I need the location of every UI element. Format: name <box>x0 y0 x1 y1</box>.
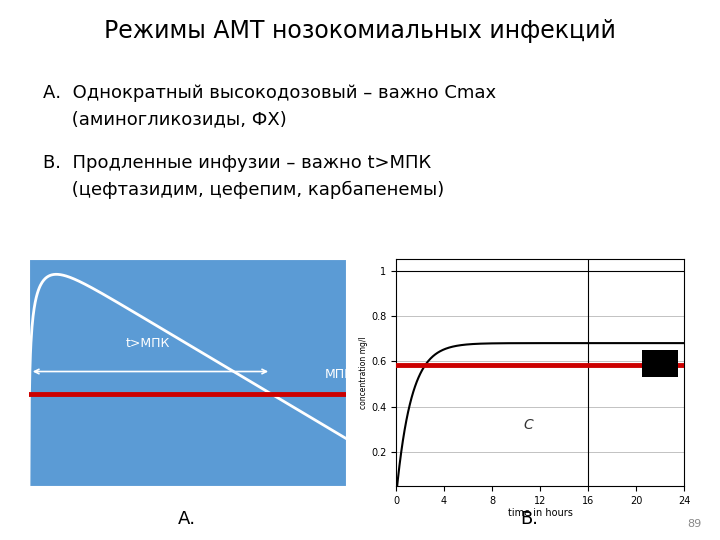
Text: А.  Однократный высокодозовый – важно Cmax: А. Однократный высокодозовый – важно Cma… <box>43 84 496 102</box>
Text: t>МПК: t>МПК <box>126 338 171 350</box>
Text: (аминогликозиды, ФХ): (аминогликозиды, ФХ) <box>43 111 287 129</box>
Text: А.: А. <box>178 510 197 528</box>
Bar <box>642 350 678 377</box>
Y-axis label: concentration mg/l: concentration mg/l <box>359 336 368 409</box>
X-axis label: t, ч: t, ч <box>179 509 196 518</box>
Text: МПК: МПК <box>325 368 354 381</box>
Text: В.  Продленные инфузии – важно t>МПК: В. Продленные инфузии – важно t>МПК <box>43 154 431 172</box>
Text: Режимы АМТ нозокомиальных инфекций: Режимы АМТ нозокомиальных инфекций <box>104 19 616 43</box>
X-axis label: time in hours: time in hours <box>508 509 572 518</box>
Text: C: C <box>523 418 533 432</box>
Text: 89: 89 <box>688 519 702 529</box>
Text: (цефтазидим, цефепим, карбапенемы): (цефтазидим, цефепим, карбапенемы) <box>43 181 444 199</box>
Text: В.: В. <box>521 510 539 528</box>
